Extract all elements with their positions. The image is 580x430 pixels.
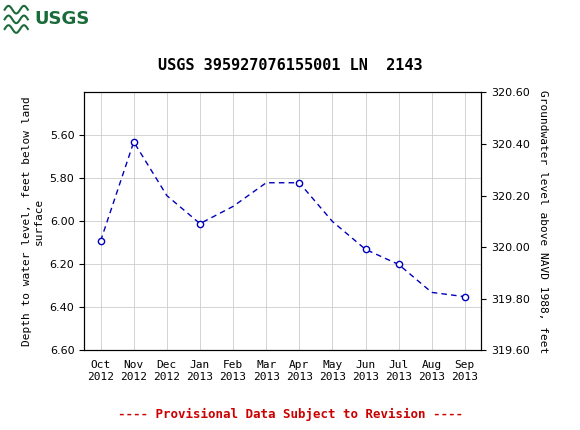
Text: USGS: USGS	[35, 10, 90, 28]
Y-axis label: Groundwater level above NAVD 1988, feet: Groundwater level above NAVD 1988, feet	[538, 90, 548, 353]
FancyBboxPatch shape	[3, 2, 107, 37]
Y-axis label: Depth to water level, feet below land
surface: Depth to water level, feet below land su…	[23, 97, 44, 346]
Text: USGS 395927076155001 LN  2143: USGS 395927076155001 LN 2143	[158, 58, 422, 73]
Text: ---- Provisional Data Subject to Revision ----: ---- Provisional Data Subject to Revisio…	[118, 408, 462, 421]
FancyBboxPatch shape	[3, 2, 31, 37]
